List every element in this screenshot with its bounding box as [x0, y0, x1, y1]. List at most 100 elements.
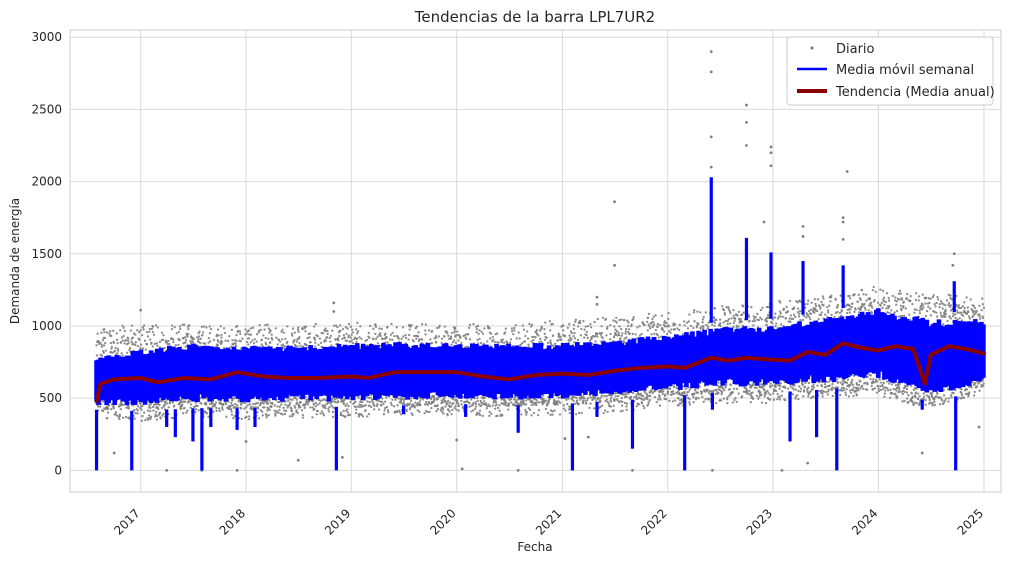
daily-point [452, 339, 456, 342]
daily-point [170, 327, 174, 331]
daily-point [351, 342, 355, 345]
daily-point [640, 332, 643, 336]
daily-point [769, 386, 772, 389]
daily-point [220, 333, 223, 337]
daily-point [481, 332, 485, 335]
daily-point [752, 315, 755, 318]
daily-point [537, 334, 540, 337]
daily-point [139, 402, 142, 405]
daily-point [303, 404, 307, 407]
daily-point [186, 409, 189, 412]
daily-point [164, 400, 167, 403]
daily-point [712, 389, 715, 392]
daily-point [402, 335, 405, 338]
daily-point [224, 403, 228, 406]
daily-point [531, 335, 534, 339]
daily-point [552, 344, 555, 347]
daily-point [119, 341, 123, 344]
daily-point [172, 341, 175, 344]
daily-point [658, 404, 662, 407]
daily-point [662, 390, 665, 393]
daily-point [468, 338, 472, 341]
daily-point [316, 335, 320, 338]
daily-point [207, 341, 210, 344]
daily-point [189, 406, 192, 409]
daily-point [218, 407, 221, 410]
daily-point [520, 413, 523, 416]
daily-point [374, 323, 377, 326]
daily-point [234, 342, 237, 345]
daily-point [586, 336, 589, 340]
daily-point [480, 396, 483, 399]
daily-point [436, 404, 439, 407]
daily-point [256, 401, 260, 405]
daily-point [283, 412, 287, 416]
daily-point [357, 396, 360, 399]
daily-point [642, 404, 645, 408]
daily-point [260, 343, 263, 346]
daily-point [612, 335, 616, 339]
daily-point [676, 390, 679, 394]
daily-point [284, 403, 287, 407]
daily-point [297, 326, 300, 329]
daily-point [370, 405, 373, 409]
daily-point [229, 408, 233, 411]
daily-point [566, 402, 569, 406]
daily-point [525, 411, 528, 414]
daily-point [424, 329, 427, 332]
daily-point [134, 341, 137, 344]
daily-point [714, 393, 718, 396]
daily-point [301, 328, 304, 331]
daily-point [640, 402, 644, 405]
daily-point [753, 317, 756, 321]
daily-point [687, 320, 690, 323]
daily-point [130, 340, 133, 343]
daily-point [771, 384, 774, 387]
daily-point [230, 413, 234, 416]
daily-point [349, 400, 352, 404]
daily-point [293, 406, 297, 409]
daily-point [646, 320, 649, 324]
daily-point [437, 335, 440, 338]
daily-point [729, 311, 732, 315]
daily-point [546, 341, 550, 345]
daily-point [577, 325, 580, 328]
daily-point [467, 333, 470, 336]
daily-point [516, 402, 519, 405]
daily-point [123, 329, 126, 333]
daily-point [693, 309, 696, 312]
daily-point [230, 328, 234, 332]
daily-point [383, 409, 386, 412]
daily-point [314, 341, 317, 344]
daily-point [330, 344, 333, 347]
daily-point [251, 326, 255, 329]
daily-point [472, 409, 475, 412]
daily-point [336, 325, 339, 329]
daily-point [657, 336, 661, 339]
daily-point [525, 413, 528, 416]
daily-point [396, 404, 399, 407]
daily-point [326, 332, 329, 336]
daily-point [122, 334, 125, 338]
daily-point [239, 340, 242, 343]
daily-point [138, 338, 141, 341]
daily-point [189, 403, 193, 406]
daily-point [236, 404, 239, 407]
daily-point [433, 395, 436, 399]
daily-point [231, 404, 235, 407]
daily-point [798, 310, 802, 313]
daily-point [345, 332, 348, 336]
daily-point [159, 417, 162, 420]
daily-point [753, 386, 756, 389]
daily-point [765, 320, 769, 323]
daily-point [583, 336, 586, 339]
daily-point [290, 409, 294, 413]
daily-point [794, 397, 797, 400]
daily-point [164, 403, 167, 406]
daily-point [235, 333, 238, 337]
daily-point [180, 401, 183, 404]
daily-point [811, 388, 814, 391]
daily-point [563, 334, 567, 338]
daily-point [801, 383, 804, 386]
daily-point [274, 414, 277, 417]
